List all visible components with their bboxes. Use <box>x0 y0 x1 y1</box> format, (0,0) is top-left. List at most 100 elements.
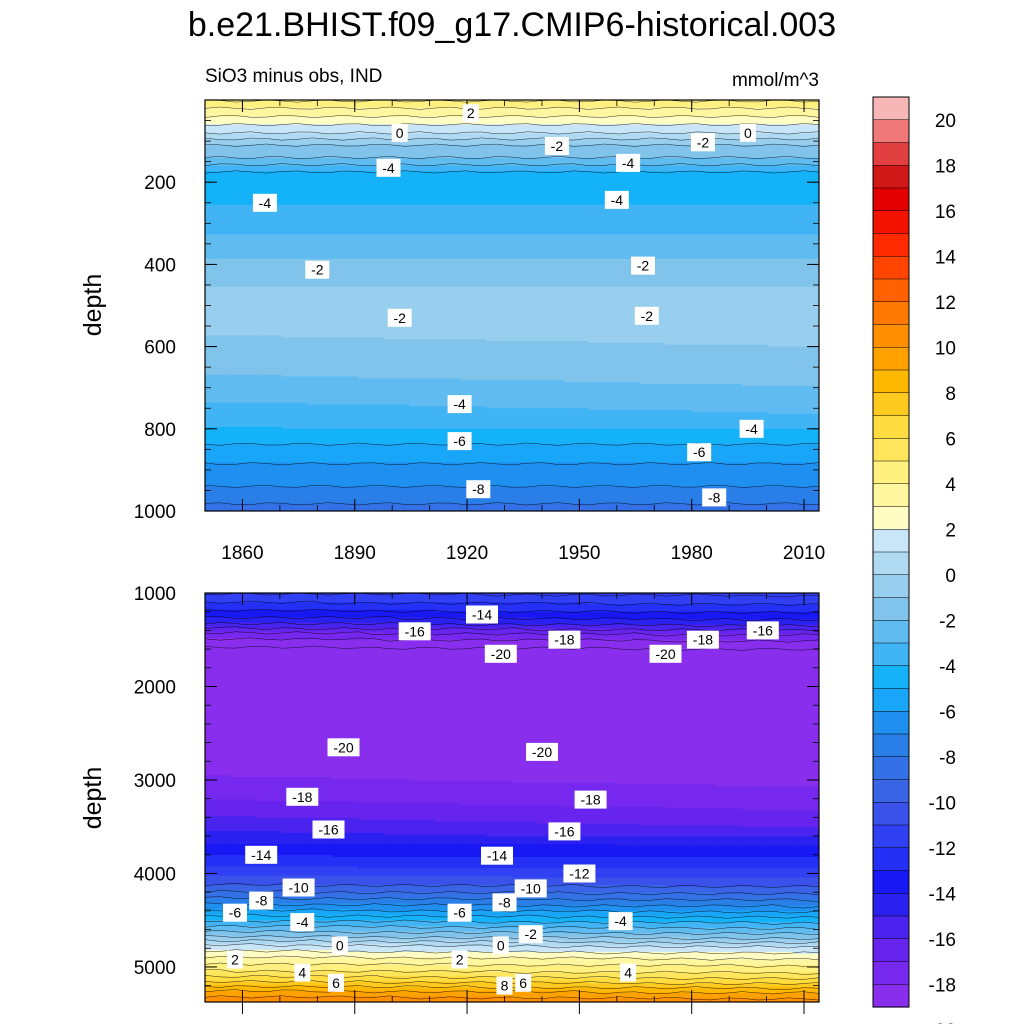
contour-fill-cell <box>563 249 590 253</box>
contour-fill-cell <box>537 449 564 452</box>
contour-fill-cell <box>256 316 283 320</box>
contour-fill-cell <box>230 329 257 333</box>
contour-fill-cell <box>332 468 360 471</box>
contour-fill-cell <box>767 352 795 355</box>
contour-fill-cell <box>460 326 488 329</box>
contour-fill-cell <box>205 296 232 299</box>
contour-fill-cell <box>486 428 513 432</box>
contour-fill-cell <box>358 277 385 281</box>
contour-fill-cell <box>716 333 744 337</box>
contour-fill-cell <box>486 419 513 423</box>
contour-fill-cell <box>230 100 257 103</box>
contour-fill-cell <box>460 142 488 146</box>
contour-fill-cell <box>742 184 769 187</box>
contour-fill-cell <box>307 320 334 324</box>
contour-fill-cell <box>486 406 513 409</box>
contour-fill-cell <box>588 288 616 292</box>
contour-fill-cell <box>742 447 769 451</box>
contour-fill-cell <box>665 389 692 393</box>
contour-fill-cell <box>742 245 769 249</box>
contour-fill-cell <box>588 215 616 219</box>
contour-fill-cell <box>563 277 590 281</box>
contour-fill-cell <box>563 163 590 167</box>
contour-fill-cell <box>691 477 718 480</box>
contour-fill-cell <box>742 462 769 465</box>
contour-fill-cell <box>691 421 718 424</box>
contour-fill-cell <box>665 509 692 511</box>
contour-fill-cell <box>742 482 769 486</box>
contour-fill-cell <box>512 135 539 139</box>
contour-fill-cell <box>614 458 641 462</box>
contour-fill-cell <box>537 324 564 327</box>
contour-fill-cell <box>588 129 616 133</box>
contour-fill-cell <box>460 341 488 344</box>
contour-fill-cell <box>588 298 616 301</box>
contour-fill-cell <box>256 354 283 357</box>
contour-fill-cell <box>281 342 309 346</box>
contour-fill-cell <box>384 176 411 180</box>
contour-fill-cell <box>486 234 513 238</box>
contour-fill-cell <box>409 316 437 320</box>
contour-fill-cell <box>358 262 385 266</box>
contour-fill-cell <box>358 378 385 381</box>
contour-fill-cell <box>614 408 641 411</box>
contour-fill-cell <box>435 305 462 309</box>
contour-fill-cell <box>384 374 411 378</box>
contour-fill-cell <box>281 458 309 462</box>
contour-fill-cell <box>384 350 411 353</box>
contour-fill-cell <box>691 329 718 333</box>
contour-fill-cell <box>384 387 411 391</box>
contour-fill-cell <box>563 271 590 275</box>
contour-fill-cell <box>332 385 360 389</box>
contour-fill-cell <box>205 499 232 503</box>
contour-fill-cell <box>435 486 462 490</box>
contour-fill-cell <box>256 494 283 497</box>
contour-fill-cell <box>588 251 616 254</box>
contour-fill-cell <box>281 453 309 456</box>
contour-fill-cell <box>716 311 744 314</box>
contour-fill-cell <box>512 438 539 441</box>
contour-fill-cell <box>537 157 564 161</box>
contour-fill-cell <box>230 499 257 503</box>
contour-fill-cell <box>588 363 616 366</box>
contour-fill-cell <box>767 320 795 324</box>
contour-fill-cell <box>281 441 309 445</box>
contour-fill-cell <box>256 352 283 355</box>
contour-fill-cell <box>512 249 539 253</box>
contour-fill-cell <box>409 314 437 318</box>
contour-fill-cell <box>767 260 795 264</box>
contour-fill-cell <box>742 283 769 286</box>
contour-fill-cell <box>281 109 309 112</box>
contour-fill-cell <box>205 425 232 428</box>
contour-fill-cell <box>205 316 232 320</box>
contour-fill-cell <box>281 236 309 239</box>
contour-fill-cell <box>230 299 257 303</box>
contour-fill-cell <box>486 369 513 372</box>
contour-fill-cell <box>205 122 232 125</box>
contour-fill-cell <box>358 148 385 152</box>
contour-fill-cell <box>614 376 641 380</box>
contour-fill-cell <box>767 249 795 253</box>
contour-fill-cell <box>460 419 488 423</box>
contour-fill-cell <box>537 434 564 437</box>
contour-fill-cell <box>332 303 360 307</box>
contour-fill-cell <box>639 305 667 309</box>
contour-fill-cell <box>512 462 539 465</box>
contour-fill-cell <box>512 165 539 168</box>
contour-fill-cell <box>384 260 411 264</box>
contour-fill-cell <box>230 208 257 211</box>
contour-fill-cell <box>512 324 539 327</box>
contour-fill-cell <box>512 468 539 471</box>
contour-fill-cell <box>409 460 437 464</box>
contour-fill-cell <box>486 417 513 421</box>
contour-fill-cell <box>691 185 718 189</box>
contour-fill-cell <box>537 344 564 348</box>
contour-fill-cell <box>384 294 411 297</box>
contour-fill-cell <box>460 333 488 337</box>
contour-fill-cell <box>691 199 718 202</box>
contour-fill-cell <box>307 460 334 464</box>
contour-fill-cell <box>742 200 769 204</box>
contour-fill-cell <box>742 327 769 331</box>
contour-fill-cell <box>588 122 616 125</box>
contour-fill-cell <box>460 445 488 449</box>
